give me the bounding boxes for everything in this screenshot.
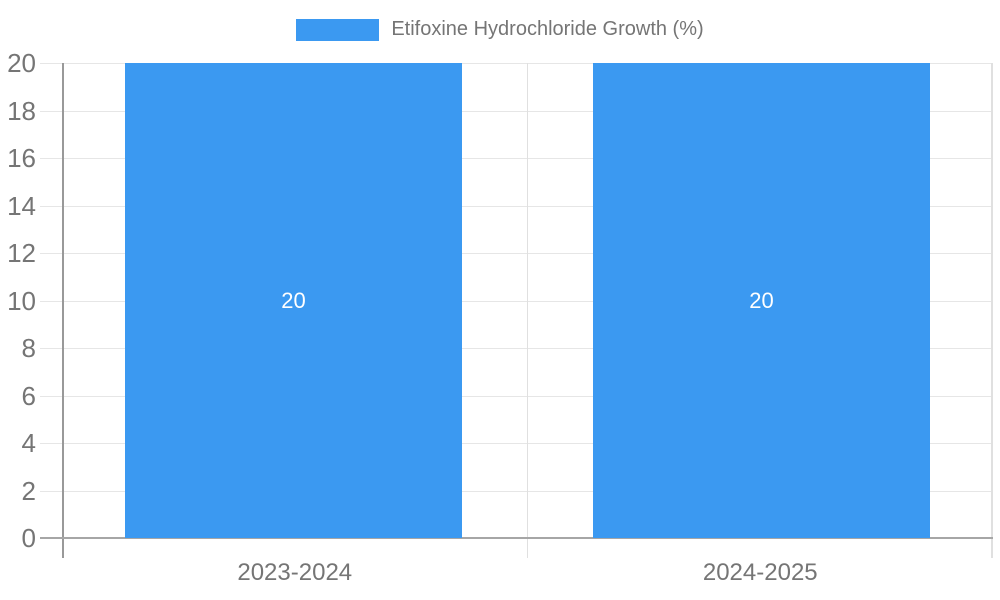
y-tick-label: 2 [21, 475, 36, 506]
gridline [40, 443, 993, 444]
y-axis-labels: 20 18 16 14 12 10 8 6 4 2 0 [0, 50, 36, 551]
bar-value-label: 20 [281, 287, 306, 313]
y-tick-label: 8 [21, 333, 36, 363]
y-tick-label: 12 [7, 238, 36, 268]
plot-area: 20 20 [40, 63, 993, 558]
chart-legend[interactable]: Etifoxine Hydrochloride Growth (%) [0, 18, 1000, 41]
bar-value-label: 20 [749, 287, 774, 313]
plot-right-border [991, 63, 993, 558]
y-tick-label: 4 [21, 428, 36, 458]
y-tick-label: 6 [21, 380, 36, 411]
gridline [40, 490, 993, 492]
gridline [40, 300, 993, 302]
y-axis-line [62, 63, 64, 558]
category-separator-line [527, 63, 528, 558]
y-tick-label: 14 [7, 190, 36, 221]
gridline [40, 253, 993, 254]
x-tick-label: 2023-2024 [237, 559, 353, 586]
x-tick-label: 2024-2025 [702, 559, 818, 586]
gridline [40, 110, 993, 112]
y-tick-label: 20 [7, 48, 36, 78]
x-axis-labels: 2023-2024 2024-2025 [62, 558, 993, 588]
legend-label: Etifoxine Hydrochloride Growth (%) [391, 18, 704, 40]
gridline [40, 205, 993, 207]
y-tick-label: 10 [7, 285, 36, 316]
bar-2023-2024: 20 [125, 63, 462, 538]
x-axis-line [40, 537, 993, 539]
gridline [40, 63, 993, 64]
y-tick-label: 18 [7, 95, 36, 126]
legend-swatch [296, 18, 380, 41]
gridline [40, 348, 993, 349]
y-tick-label: 0 [21, 523, 36, 553]
gridline [40, 158, 993, 159]
bar-2024-2025: 20 [593, 63, 930, 538]
gridline [40, 395, 993, 397]
y-tick-label: 16 [7, 143, 36, 173]
